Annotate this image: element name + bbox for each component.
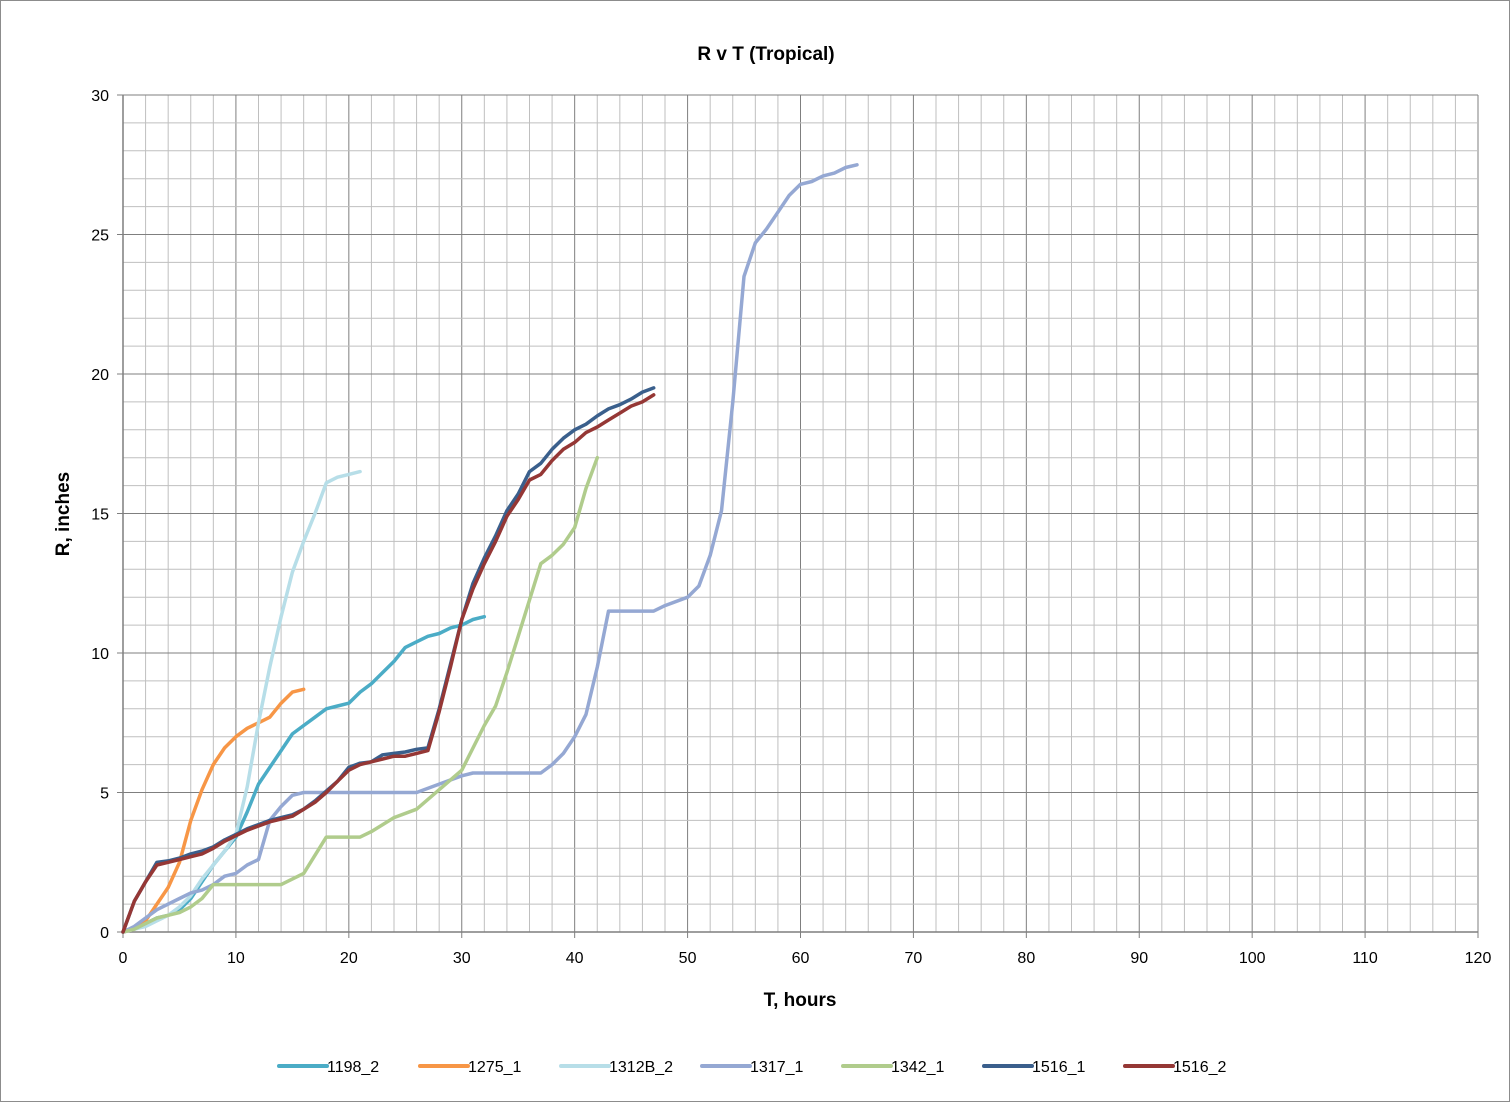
y-tick-label: 25: [91, 228, 109, 245]
x-tick-label: 70: [905, 950, 923, 967]
x-tick-label: 110: [1352, 950, 1378, 967]
series-line-1275-1: [121, 687, 306, 934]
x-tick-labels: 0 10 20 30 40 50 60 70 80 90 100 110 120: [119, 950, 1492, 967]
series-line-1516-1: [121, 386, 656, 934]
x-tick-label: 50: [679, 950, 697, 967]
axes: [117, 94, 1479, 938]
y-tick-labels: 0 5 10 15 20 25 30: [91, 88, 109, 942]
x-tick-label: 100: [1239, 950, 1266, 967]
y-tick-label: 0: [100, 925, 109, 942]
legend: 1198_2 1275_1 1312B_2 1317_1 1342_1 1516_1 151…: [277, 1059, 1226, 1076]
legend-label: 1516_2: [1173, 1059, 1226, 1076]
x-tick-label: 10: [227, 950, 245, 967]
x-tick-label: 30: [453, 950, 471, 967]
legend-label: 1312B_2: [609, 1059, 673, 1076]
chart-title: R v T (Tropical): [697, 44, 834, 65]
y-tick-label: 5: [100, 786, 109, 803]
x-tick-label: 120: [1465, 950, 1492, 967]
y-axis-title: R, inches: [53, 472, 74, 556]
series-line-1198-2: [121, 614, 487, 934]
series-line-1516-2: [121, 393, 656, 934]
legend-label: 1516_1: [1032, 1059, 1085, 1076]
series-lines: [121, 163, 859, 934]
x-tick-label: 20: [340, 950, 358, 967]
x-axis-title: T, hours: [764, 990, 837, 1011]
series-line-1342-1: [121, 455, 600, 934]
legend-label: 1342_1: [891, 1059, 944, 1076]
legend-label: 1275_1: [468, 1059, 521, 1076]
x-tick-label: 90: [1130, 950, 1148, 967]
y-tick-label: 10: [91, 646, 109, 663]
y-tick-label: 30: [91, 88, 109, 105]
series-line-1317-1: [121, 163, 859, 934]
x-tick-label: 60: [792, 950, 810, 967]
y-tick-label: 15: [91, 507, 109, 524]
grid: [122, 94, 1479, 933]
x-tick-label: 80: [1017, 950, 1035, 967]
legend-label: 1198_2: [327, 1059, 379, 1076]
legend-label: 1317_1: [750, 1059, 803, 1076]
y-tick-label: 20: [91, 367, 109, 384]
x-tick-label: 40: [566, 950, 584, 967]
x-tick-label: 0: [119, 950, 128, 967]
